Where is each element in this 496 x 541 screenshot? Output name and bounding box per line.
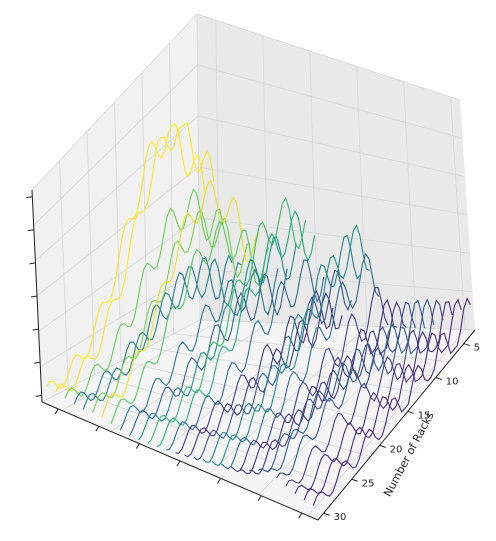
y-tick: [323, 512, 330, 516]
z-tick: [29, 262, 36, 265]
grid-line: [356, 66, 368, 327]
z-tick: [34, 361, 41, 364]
z-tick: [26, 196, 33, 199]
grid-line: [403, 81, 417, 328]
surface-line-2: [55, 122, 215, 393]
surface-line-14: [166, 259, 325, 451]
right-pane: [197, 14, 475, 330]
grid-line: [41, 319, 476, 403]
grid-line: [209, 325, 368, 474]
z-tick: [27, 229, 34, 232]
z-tick: [35, 394, 42, 397]
z-tick: [32, 328, 39, 331]
grid-line: [61, 320, 220, 411]
surface-line-18: [202, 234, 361, 463]
surface-line-27: [285, 299, 444, 487]
x-tick: [95, 426, 100, 432]
y-tick-label: 30: [334, 512, 347, 523]
y-tick: [435, 377, 442, 380]
grid-line: [68, 387, 345, 489]
surface-line-9: [119, 268, 279, 431]
surface-lines: [46, 122, 471, 506]
surface-line-26: [276, 298, 435, 479]
surface-line-13: [156, 209, 316, 448]
y-tick: [463, 343, 470, 347]
surface-line-29: [303, 298, 462, 501]
grid-line: [120, 360, 397, 426]
y-tick: [407, 410, 414, 414]
surface-line-19: [211, 224, 370, 467]
surface-line-20: [221, 252, 380, 470]
grid-line: [262, 35, 270, 323]
grid-line: [35, 115, 466, 261]
axis-line: [317, 329, 476, 521]
surface-line-7: [101, 179, 260, 418]
x-tick: [54, 408, 59, 415]
grid-line: [36, 166, 468, 297]
y-tick: [379, 444, 386, 448]
y-tick-label: 20: [390, 444, 403, 455]
x-tick: [217, 478, 222, 484]
y-tick-label: 15: [418, 410, 431, 421]
y-axis-ticks: 5 10 15 20 25 30: [323, 343, 480, 523]
surface-line-25: [267, 299, 426, 473]
surface-line-3: [64, 188, 224, 399]
surface-line-28: [294, 301, 453, 494]
y-tick-label: 10: [446, 377, 459, 388]
surface-line-16: [184, 292, 343, 458]
z-tick: [30, 295, 38, 298]
x-tick: [176, 460, 181, 467]
surface-line-24: [257, 301, 416, 473]
surface-line-30: [312, 297, 471, 506]
surface-line-23: [248, 300, 407, 475]
axis-lines: [26, 189, 476, 521]
grid-line: [309, 50, 319, 325]
x-tick: [298, 512, 303, 519]
x-tick: [135, 443, 140, 449]
y-tick: [351, 478, 358, 482]
grid-line: [450, 96, 466, 330]
grid-line: [33, 64, 463, 226]
surface-line-6: [92, 209, 251, 414]
surface-line-4: [73, 254, 233, 405]
grid-line: [147, 346, 423, 394]
floor-pane: [42, 320, 475, 520]
grid-line: [258, 327, 417, 495]
grid-line: [110, 322, 269, 432]
surface-line-11: [138, 235, 297, 441]
surface-line-8: [110, 220, 270, 424]
surface-line-22: [239, 298, 398, 474]
grid-line: [31, 13, 461, 191]
y-tick-label: 25: [362, 478, 375, 489]
grid-line: [160, 323, 319, 453]
left-pane: [32, 14, 200, 402]
y-tick-label: 5: [474, 343, 480, 354]
grid-line: [307, 329, 466, 517]
surface-line-12: [147, 196, 306, 444]
x-tick: [257, 495, 262, 501]
